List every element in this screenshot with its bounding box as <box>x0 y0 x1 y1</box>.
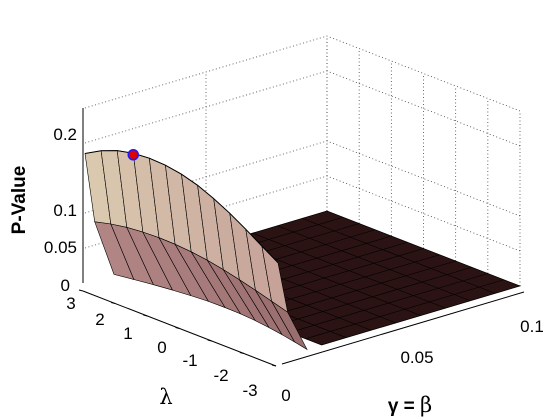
x-tick-mark <box>239 352 244 354</box>
x-tick-label: 0 <box>157 338 166 357</box>
grid-line <box>84 70 521 147</box>
x-tick-mark <box>111 302 116 304</box>
x-tick-label: 1 <box>123 324 132 343</box>
x-axis-label: λ <box>159 385 172 409</box>
x-tick-mark <box>175 327 180 329</box>
x-tick-mark <box>78 289 84 292</box>
x-tick-label: 2 <box>95 310 104 329</box>
surface-ridge-line <box>84 150 279 264</box>
x-tick-mark <box>207 339 212 342</box>
y-axis-label: γ = β <box>388 393 432 417</box>
z-tick-label: 0 <box>61 276 70 295</box>
max-point-marker <box>127 149 139 161</box>
surface-mesh-line <box>252 232 446 309</box>
z-axis-label: P-Value <box>9 166 30 235</box>
y-axis-label-greek: β <box>420 393 432 417</box>
x-tick-label: 3 <box>66 294 75 313</box>
surface-wall <box>84 150 308 351</box>
y-tick-label: 0.1 <box>520 317 544 336</box>
z-tick-label: 0.05 <box>44 238 77 257</box>
surface-mesh-line <box>277 225 471 302</box>
surface-facet <box>271 301 308 351</box>
x-tick-label: -3 <box>242 381 257 400</box>
y-axis-label-text: γ = <box>388 396 420 417</box>
surface-mesh-line <box>302 218 496 294</box>
x-tick-mark <box>271 364 277 367</box>
grid-line <box>84 35 521 112</box>
z-tick-label: 0.2 <box>53 125 77 144</box>
y-axis-line <box>281 291 525 365</box>
x-tick-label: -1 <box>182 351 197 370</box>
y-tick-label: 0 <box>281 386 290 405</box>
z-tick-label: 0.1 <box>53 201 77 220</box>
surface-ridge <box>84 150 279 264</box>
x-tick-label: -2 <box>213 366 228 385</box>
x-tick-mark <box>143 314 148 317</box>
y-tick-label: 0.05 <box>400 348 433 367</box>
